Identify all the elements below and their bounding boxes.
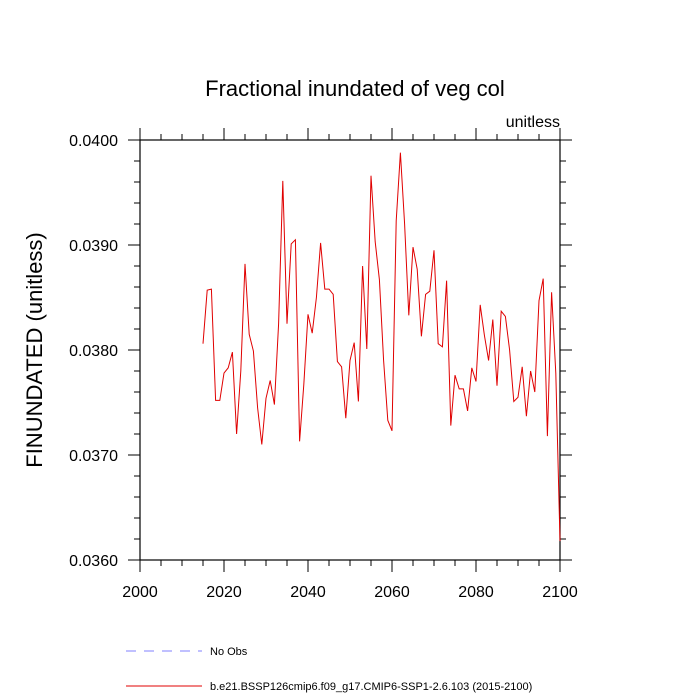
y-tick-label: 0.0400 [69, 133, 118, 150]
x-tick-label: 2080 [458, 584, 494, 601]
series-line [202, 152, 561, 542]
plot-frame [139, 139, 561, 561]
plot-area: 2000 2020 2040 2060 2080 2100 0.03600.03700.0… [69, 128, 578, 601]
y-axis-label: FINUNDATED (unitless) [22, 232, 47, 468]
series-lines [202, 152, 561, 542]
x-tick-label: 2000 [122, 584, 158, 601]
legend-label-no-obs: No Obs [210, 646, 248, 658]
y-tick-label: 0.0360 [69, 553, 118, 570]
legend: No Obs b.e21.BSSP126cmip6.f09_g17.CMIP6-… [126, 646, 532, 693]
y-tick-label: 0.0370 [69, 448, 118, 465]
x-tick-label: 2020 [206, 584, 242, 601]
y-tick-label: 0.0390 [69, 238, 118, 255]
units-label: unitless [506, 114, 560, 131]
y-tick-label: 0.0380 [69, 343, 118, 360]
x-tick-label: 2100 [542, 584, 578, 601]
x-axis: 2000 2020 2040 2060 2080 2100 [122, 128, 578, 601]
legend-label-model: b.e21.BSSP126cmip6.f09_g17.CMIP6-SSP1-2.… [210, 681, 532, 693]
x-tick-label: 2040 [290, 584, 326, 601]
y-axis: 0.0360 0.0370 0.0380 0.0390 0.0400 [69, 133, 572, 570]
chart-title: Fractional inundated of veg col [205, 76, 505, 101]
x-tick-label: 2060 [374, 584, 410, 601]
